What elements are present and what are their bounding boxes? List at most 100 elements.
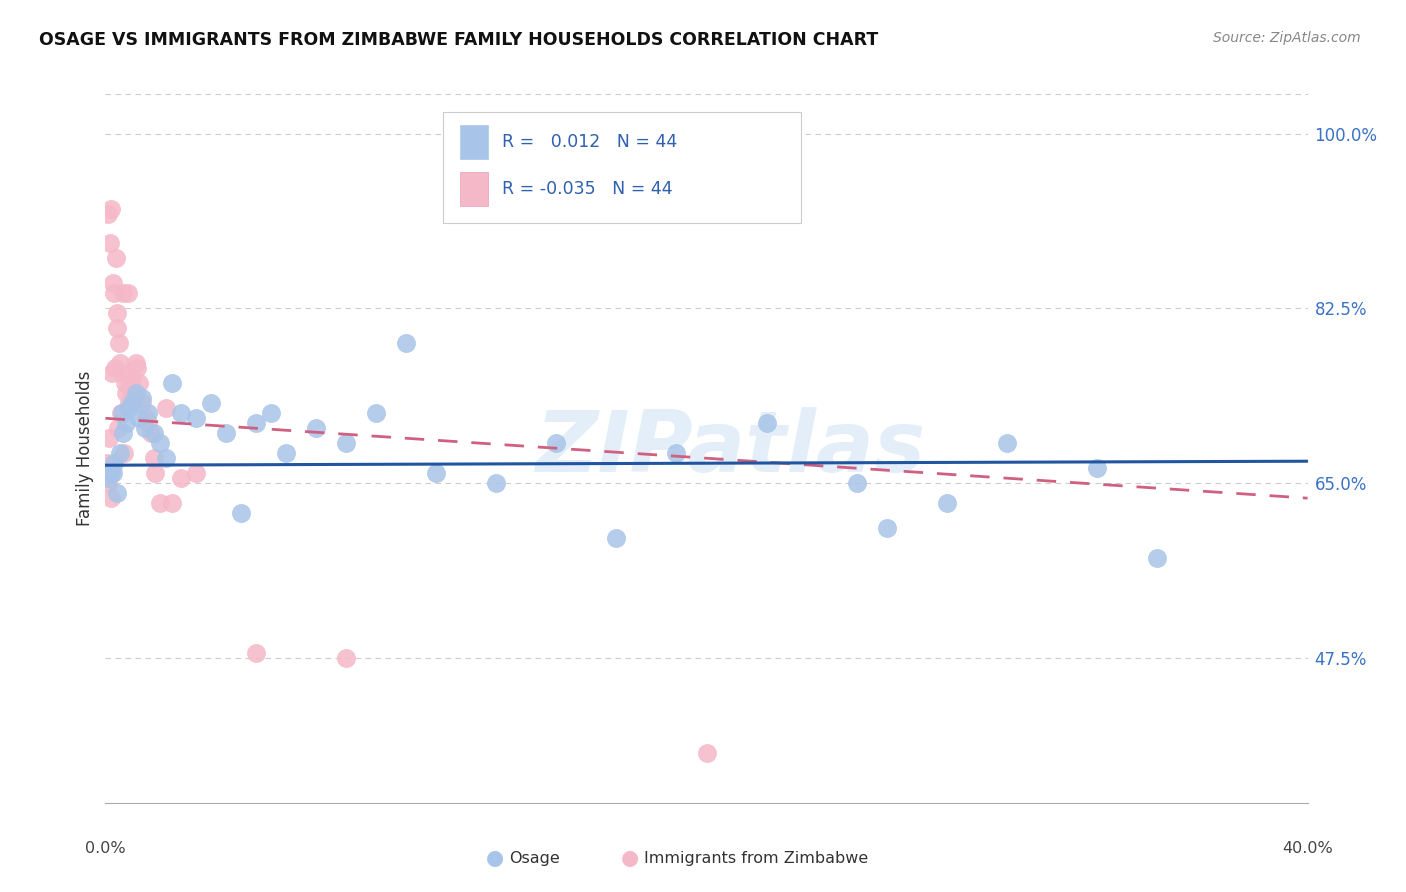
Point: [104, 252, 127, 266]
Text: R = -0.035   N = 44: R = -0.035 N = 44: [502, 180, 672, 198]
Point: [96, 456, 118, 470]
Point: [143, 466, 166, 480]
Text: ZIPatlas: ZIPatlas: [536, 407, 925, 490]
Point: [128, 376, 150, 391]
Point: [101, 466, 124, 480]
Point: [134, 421, 156, 435]
Point: [755, 417, 778, 431]
Point: [395, 336, 418, 351]
Point: [125, 361, 148, 376]
Text: OSAGE VS IMMIGRANTS FROM ZIMBABWE FAMILY HOUSEHOLDS CORRELATION CHART: OSAGE VS IMMIGRANTS FROM ZIMBABWE FAMILY…: [39, 31, 879, 49]
Point: [485, 476, 508, 491]
Point: [876, 521, 898, 535]
Point: [97, 476, 120, 491]
Point: [98, 431, 121, 445]
Text: Source: ZipAtlas.com: Source: ZipAtlas.com: [1213, 31, 1361, 45]
Point: [101, 277, 124, 291]
Point: [112, 446, 135, 460]
Point: [665, 446, 688, 460]
Point: [131, 392, 153, 406]
Point: [305, 421, 328, 435]
Point: [107, 486, 129, 500]
Point: [148, 436, 170, 450]
Point: [425, 466, 447, 480]
Point: [160, 376, 183, 391]
Point: [274, 446, 297, 460]
Point: [335, 436, 357, 450]
Point: [110, 406, 132, 420]
Y-axis label: Family Households: Family Households: [76, 370, 94, 526]
Point: [108, 336, 131, 351]
Point: [101, 367, 124, 381]
Point: [100, 466, 122, 480]
Point: [103, 286, 125, 301]
Point: [229, 506, 252, 520]
Point: [118, 401, 141, 416]
Point: [131, 396, 153, 410]
Point: [121, 396, 143, 410]
Point: [214, 426, 236, 441]
Text: Immigrants from Zimbabwe: Immigrants from Zimbabwe: [644, 851, 868, 865]
Point: [995, 436, 1018, 450]
Point: [136, 417, 159, 431]
Point: [111, 367, 134, 381]
Point: [111, 406, 134, 420]
Text: R =   0.012   N = 44: R = 0.012 N = 44: [502, 133, 678, 151]
Point: [184, 411, 207, 425]
Point: [142, 451, 165, 466]
Point: [605, 531, 627, 545]
Point: [1085, 461, 1108, 475]
Point: [139, 426, 162, 441]
Point: [124, 386, 146, 401]
Point: [112, 426, 135, 441]
Point: [1146, 551, 1168, 566]
Point: [104, 361, 127, 376]
Point: [120, 381, 142, 395]
Point: [335, 651, 357, 665]
Point: [169, 471, 191, 485]
Point: [155, 401, 177, 416]
Point: [115, 386, 138, 401]
Point: [200, 396, 222, 410]
Point: [100, 491, 122, 505]
Point: [169, 406, 191, 420]
Point: [110, 446, 132, 460]
Point: [160, 496, 183, 510]
Point: [696, 746, 718, 760]
Point: [546, 436, 568, 450]
Point: [105, 321, 128, 335]
Point: [136, 406, 159, 420]
Point: [135, 411, 157, 425]
Point: [260, 406, 283, 420]
Text: ●: ●: [486, 848, 503, 868]
Point: [112, 286, 135, 301]
Point: [845, 476, 868, 491]
Point: [107, 306, 129, 320]
Point: [184, 466, 207, 480]
Point: [115, 417, 138, 431]
Point: [364, 406, 387, 420]
Point: [98, 236, 121, 251]
Point: [103, 456, 125, 470]
Text: 0.0%: 0.0%: [86, 841, 125, 855]
Point: [110, 356, 132, 370]
Point: [155, 451, 177, 466]
Point: [100, 202, 122, 216]
Point: [245, 646, 267, 660]
Point: [107, 421, 129, 435]
Point: [148, 496, 170, 510]
Point: [121, 371, 143, 385]
Point: [142, 426, 165, 441]
Text: ●: ●: [621, 848, 638, 868]
Point: [118, 396, 141, 410]
Point: [128, 411, 150, 425]
Point: [97, 206, 120, 220]
Point: [114, 376, 136, 391]
Point: [97, 471, 120, 485]
Text: Osage: Osage: [509, 851, 560, 865]
Point: [936, 496, 959, 510]
Text: 40.0%: 40.0%: [1282, 841, 1333, 855]
Point: [117, 286, 139, 301]
Point: [245, 417, 267, 431]
Point: [124, 356, 146, 370]
